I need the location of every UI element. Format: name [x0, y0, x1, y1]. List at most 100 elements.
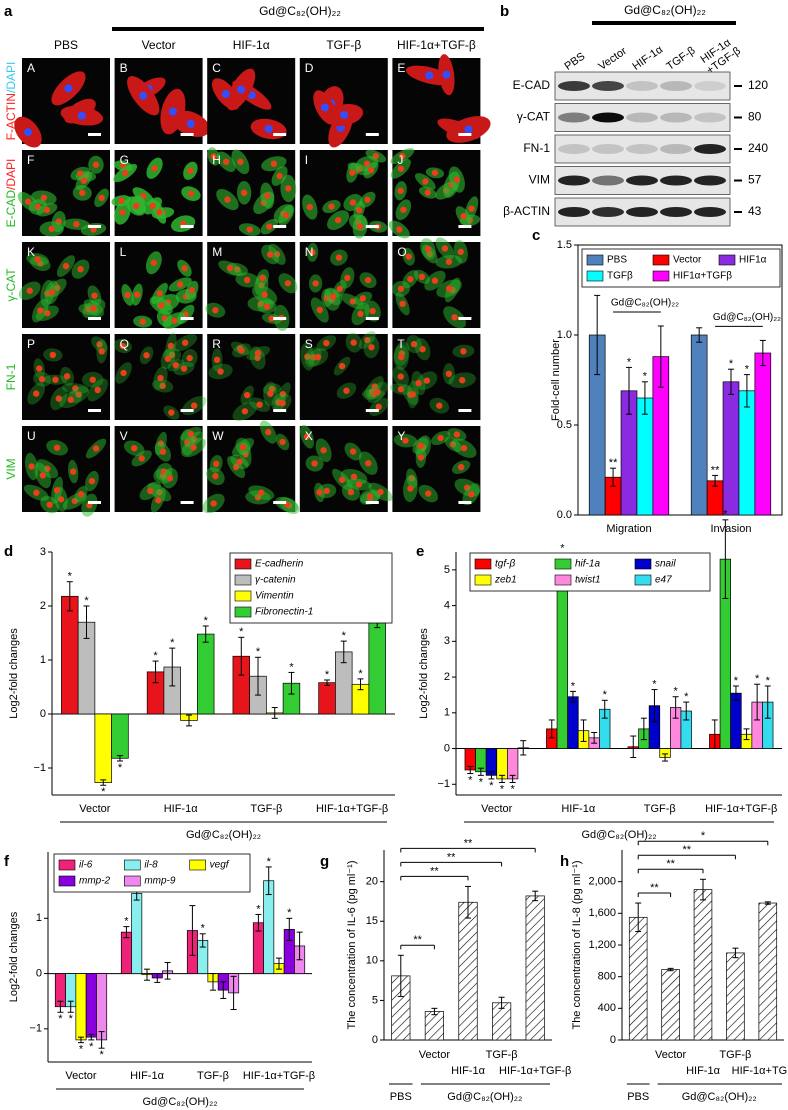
image-label: K: [27, 245, 35, 259]
legend-swatch: [652, 270, 670, 282]
nucleus: [335, 254, 343, 261]
nucleus: [264, 192, 271, 199]
micrograph: [299, 242, 388, 328]
nucleus: [398, 353, 405, 361]
panel-label: h: [560, 853, 569, 870]
x-tick-label: TGF-β: [644, 803, 676, 815]
nucleus: [355, 481, 363, 488]
nucleus: [436, 402, 443, 409]
nucleus: [133, 291, 141, 298]
y-tick-label: 1: [444, 707, 450, 719]
nucleus: [368, 344, 375, 351]
nucleus: [375, 403, 382, 411]
legend-swatch: [234, 574, 252, 586]
error-bar: [255, 913, 262, 932]
nucleus: [246, 226, 253, 233]
nucleus: [350, 339, 357, 346]
nucleus: [48, 225, 55, 233]
nucleus: [159, 448, 167, 455]
error-bar: [696, 327, 703, 343]
nucleus: [312, 280, 319, 287]
row-label-part: FN-1: [4, 363, 18, 390]
significance-star: *: [723, 509, 728, 521]
nucleus: [254, 354, 261, 362]
micrograph: [392, 426, 481, 512]
nucleus: [243, 276, 251, 284]
error-bar: [683, 701, 690, 721]
blot-background: [554, 134, 731, 164]
nucleus: [410, 340, 418, 348]
significance-star: *: [325, 669, 330, 681]
nucleus: [158, 302, 165, 309]
bar: [318, 682, 336, 715]
nucleus: [453, 431, 461, 438]
comparison-label: **: [464, 837, 473, 849]
nucleus: [77, 111, 86, 120]
nucleus: [369, 307, 376, 315]
row-label-part: F-ACTIN: [4, 93, 18, 140]
x-tick-label: TGF-β: [250, 803, 282, 815]
nucleus: [415, 379, 422, 387]
protein-label: γ-CAT: [517, 110, 551, 124]
y-tick-label: 2: [40, 600, 46, 612]
legend-label: twist1: [575, 575, 601, 586]
nucleus: [265, 428, 272, 436]
blot-background: [554, 71, 731, 101]
nucleus: [55, 395, 63, 402]
nucleus: [445, 258, 453, 265]
significance-star: *: [571, 680, 576, 692]
panel-label: d: [4, 543, 13, 560]
size-label: 120: [748, 78, 768, 92]
band: [558, 175, 590, 186]
nucleus: [236, 85, 245, 94]
nucleus: [338, 362, 346, 370]
scale-bar: [365, 409, 379, 412]
error-bar: [651, 689, 658, 723]
nucleus: [306, 203, 314, 211]
image-label: R: [212, 337, 221, 351]
nucleus: [67, 396, 74, 403]
y-axis-label: The concentration of IL-8 (pg ml⁻¹): [571, 860, 583, 1029]
legend-label: snail: [655, 559, 676, 570]
nucleus: [80, 177, 88, 184]
y-tick-label: 2: [444, 671, 450, 683]
significance-star: **: [711, 464, 720, 476]
band: [660, 81, 692, 91]
band: [626, 144, 658, 154]
image-label: P: [27, 337, 35, 351]
error-bar: [154, 973, 161, 983]
scale-bar: [458, 501, 472, 504]
error-bar: [532, 890, 539, 902]
error-bar: [764, 901, 771, 905]
nucleus: [177, 281, 184, 288]
nucleus: [118, 197, 125, 204]
nucleus: [77, 491, 85, 498]
y-tick-label: 15: [366, 915, 378, 927]
bar: [75, 973, 87, 1041]
nucleus: [453, 176, 460, 183]
nucleus: [167, 342, 175, 350]
nucleus: [52, 376, 59, 383]
error-bar: [626, 366, 632, 415]
nucleus: [314, 353, 322, 361]
nucleus: [243, 391, 251, 399]
x-tick-label: Vector: [419, 1049, 451, 1061]
nucleus: [120, 369, 127, 377]
significance-star: *: [68, 571, 73, 583]
image-label: M: [212, 245, 222, 259]
y-tick-label: 4: [444, 600, 450, 612]
nucleus: [330, 293, 337, 300]
nucleus: [366, 493, 374, 500]
nucleus: [240, 189, 248, 196]
x-tick-label: Vector: [655, 1049, 687, 1061]
legend-label: e47: [655, 575, 672, 586]
bar: [726, 952, 745, 1041]
nucleus: [226, 264, 234, 272]
nucleus: [187, 190, 195, 197]
nucleus: [316, 489, 323, 496]
nucleus: [445, 285, 453, 292]
nucleus: [409, 391, 417, 398]
nucleus: [157, 374, 164, 382]
nucleus: [236, 458, 243, 466]
error-bar: [88, 1033, 95, 1041]
